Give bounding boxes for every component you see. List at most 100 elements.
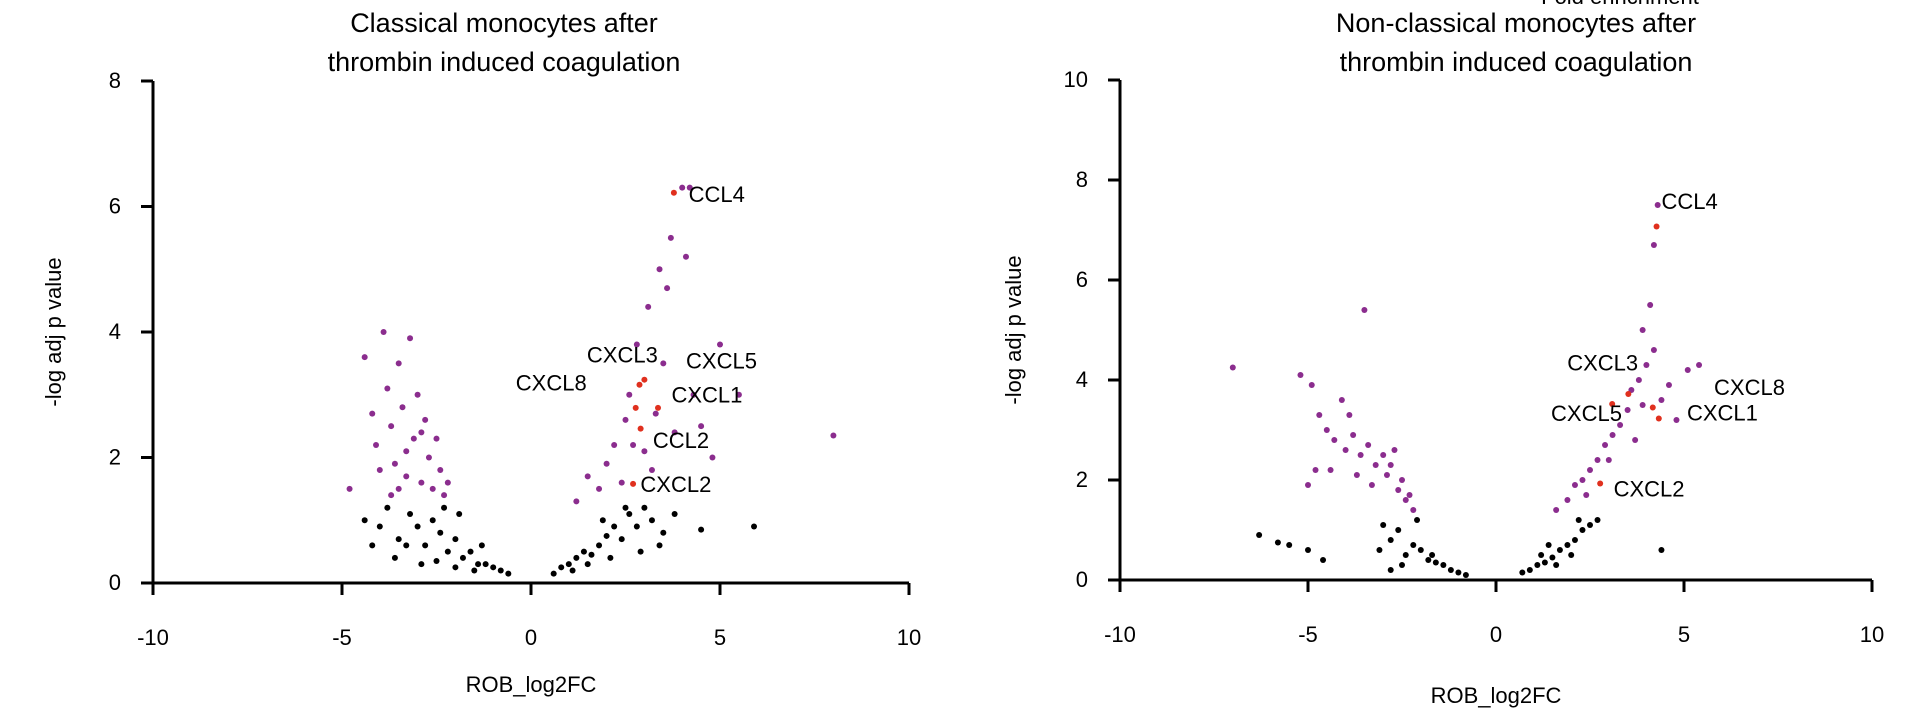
point	[667, 234, 674, 241]
point	[660, 529, 667, 536]
point	[830, 432, 837, 439]
point	[422, 542, 429, 549]
y-tick-label: 0	[1076, 567, 1088, 592]
point	[414, 523, 421, 530]
x-axis-label: ROB_log2FC	[466, 672, 597, 697]
x-tick-label: 10	[897, 625, 921, 650]
point	[1526, 567, 1533, 573]
point	[1665, 382, 1672, 388]
point	[690, 391, 697, 398]
point	[596, 542, 603, 549]
point	[1545, 542, 1552, 548]
point	[550, 570, 557, 577]
point	[1410, 507, 1417, 513]
point	[1624, 407, 1631, 413]
point	[1286, 542, 1293, 548]
point	[1455, 569, 1462, 576]
point	[622, 416, 629, 423]
point	[1650, 347, 1657, 353]
point	[361, 517, 368, 524]
point	[456, 510, 463, 517]
point	[482, 561, 489, 568]
point	[641, 376, 648, 383]
point	[1305, 547, 1311, 553]
point	[698, 526, 705, 533]
point	[656, 266, 663, 273]
point	[588, 551, 595, 558]
point	[1579, 477, 1586, 483]
point	[1568, 552, 1575, 558]
point	[361, 354, 368, 361]
point	[452, 564, 459, 571]
point-label: CXCL8	[516, 370, 587, 395]
point	[558, 564, 565, 571]
point	[403, 542, 410, 549]
point	[1594, 457, 1601, 463]
point	[369, 542, 376, 549]
point	[671, 429, 678, 436]
point	[603, 460, 610, 467]
point	[505, 570, 512, 577]
point	[395, 360, 402, 367]
point	[751, 523, 758, 530]
point	[648, 467, 655, 474]
point	[1654, 202, 1661, 208]
point-label: CXCL8	[1714, 375, 1785, 400]
y-axis-label: -log adj p value	[41, 257, 66, 406]
point	[1395, 487, 1402, 493]
chart-title: thrombin induced coagulation	[1340, 47, 1693, 77]
point	[1357, 452, 1364, 458]
point	[1609, 432, 1616, 438]
point	[497, 567, 504, 574]
point	[1538, 552, 1545, 558]
point	[1587, 467, 1593, 473]
point	[686, 184, 693, 191]
point	[1587, 522, 1593, 528]
point	[717, 341, 723, 348]
point	[391, 554, 398, 561]
point	[490, 564, 497, 571]
point	[346, 485, 353, 492]
x-tick-label: 5	[714, 625, 726, 650]
point	[384, 385, 391, 392]
point-label: CXCL5	[686, 348, 757, 373]
point	[1553, 507, 1560, 513]
point	[735, 391, 742, 398]
point	[580, 548, 587, 555]
point	[633, 523, 640, 530]
point	[641, 504, 648, 511]
point	[403, 448, 410, 455]
point	[1425, 557, 1432, 563]
x-tick-label: -10	[1104, 622, 1136, 647]
point	[1327, 467, 1334, 473]
x-axis-label: ROB_log2FC	[1431, 683, 1562, 708]
point	[429, 485, 436, 492]
point	[1650, 242, 1657, 248]
point	[1447, 567, 1454, 573]
point	[380, 329, 387, 335]
point	[1402, 497, 1409, 503]
point-label: CXCL1	[1687, 401, 1758, 426]
point	[1639, 402, 1646, 408]
point	[1414, 517, 1421, 523]
point	[399, 404, 406, 411]
point-label: CXCL5	[1551, 401, 1622, 426]
point	[1274, 539, 1281, 546]
point	[1571, 537, 1578, 543]
point	[656, 542, 663, 549]
point-label: CCL4	[1661, 189, 1717, 214]
point	[671, 510, 678, 517]
y-axis-label: -log adj p value	[1001, 255, 1026, 404]
point	[652, 410, 659, 417]
point	[636, 381, 643, 388]
point	[478, 542, 485, 549]
point	[596, 485, 603, 492]
point-label: CCL2	[653, 428, 709, 453]
point	[1658, 397, 1665, 403]
x-tick-label: 0	[1490, 622, 1502, 647]
point	[1617, 422, 1624, 428]
point	[1320, 557, 1327, 563]
point	[641, 448, 648, 455]
point	[1406, 492, 1413, 498]
